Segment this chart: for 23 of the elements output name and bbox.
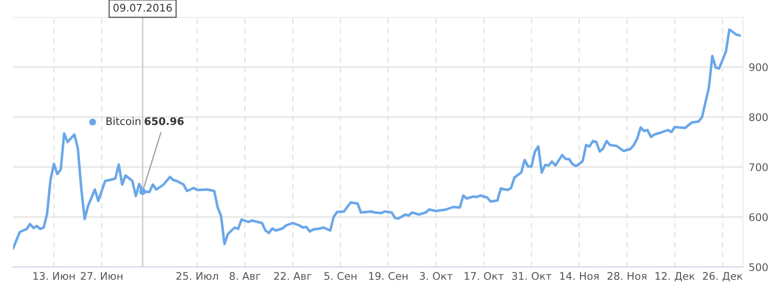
ref-line-label: 09.07.2016 [113,4,172,12]
line-series [13,28,741,250]
x-tick-label: 31. Окт [512,272,552,280]
y-tick-label: 900 [749,63,768,72]
annotation: 650.96 [144,117,184,126]
y-tick-label: 800 [749,113,768,122]
x-tick-label: 17. Окт [464,272,504,280]
x-tick-label: 19. Сен [369,272,408,280]
y-tick-label: 500 [749,263,768,272]
x-tick-label: 12. Дек [656,272,695,282]
x-tick-label: 3. Окт [420,272,453,280]
legend-label: Bitcoin [106,117,140,126]
x-tick-label: 22. Авг [274,272,312,280]
x-tick-label: 26. Дек [702,272,743,282]
x-tick-label: 28. Ноя [608,272,646,280]
x-tick-label: 14. Ноя [560,272,599,280]
x-tick-label: 25. Июл [176,272,218,280]
x-tick-label: 13. Июн [33,272,75,280]
x-tick-label: 8. Авг [230,272,260,280]
y-tick-label: 700 [749,163,768,172]
x-tick-label: 27. Июн [80,272,122,280]
y-tick-label: 600 [749,213,768,222]
x-tick-label: 5. Сен [324,272,356,280]
